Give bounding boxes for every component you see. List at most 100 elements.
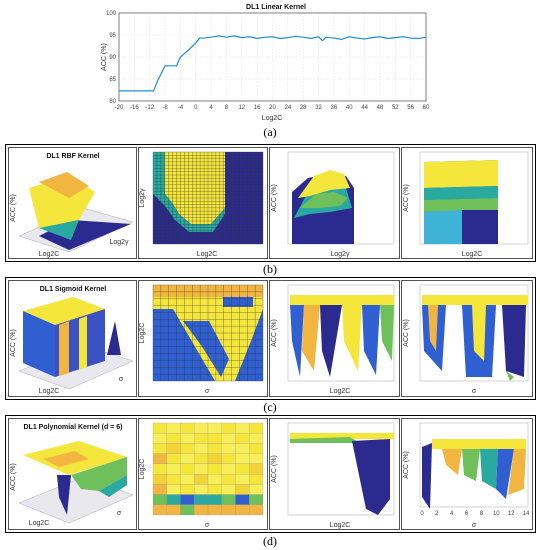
x-tick-label: 14	[523, 511, 530, 517]
heatmap-blue-left	[153, 309, 215, 381]
heatmap-cell	[221, 484, 236, 495]
x-axis-label: Log2C	[29, 520, 50, 527]
heatmap-cell	[221, 494, 236, 505]
heatmap-cell	[194, 463, 209, 475]
y-axis-label: Log2γ	[139, 188, 146, 208]
x-tick-label: 24	[285, 105, 292, 111]
y-tick-label: 80	[109, 99, 116, 105]
heatmap-cell	[221, 504, 236, 516]
heatmap-cell	[166, 484, 181, 495]
chart-title: DL1 Linear Kernel	[246, 4, 306, 11]
caption-a: (a)	[263, 125, 277, 139]
x-tick-label: 32	[315, 105, 322, 111]
x-tick-label: 12	[508, 511, 515, 517]
y-axis-label: ACC (%)	[271, 184, 278, 212]
side-orange-2	[508, 449, 526, 495]
x-tick-label: 52	[392, 105, 399, 111]
panel-title: DL1 RBF Kernel	[46, 153, 99, 160]
z-axis-label: ACC (%)	[10, 463, 17, 491]
x-tick-label: -8	[162, 105, 168, 111]
surface-spike	[107, 321, 121, 355]
heatmap-cell-grid	[152, 151, 264, 245]
heatmap-cell	[152, 422, 167, 434]
heatmap-cell	[221, 422, 236, 434]
linear-kernel-line-chart: DL1 Linear Kernel -20 -16 -12 -8 -4 0 4 8 12 16 20…	[101, 4, 430, 122]
side-surface-green	[424, 198, 498, 212]
x-tick-label: 4	[450, 511, 454, 517]
heatmap-cell	[235, 422, 250, 434]
caption-c: (c)	[263, 400, 277, 414]
heatmap-cell	[152, 494, 167, 505]
x-tick-label: 8	[480, 511, 484, 517]
heatmap-cell	[235, 463, 250, 475]
side-surface-yellow	[424, 160, 498, 188]
surface-mid-region	[39, 220, 79, 240]
caption-d: (d)	[263, 534, 277, 548]
heatmap-cell	[221, 443, 236, 454]
x-tick-label: 0	[194, 105, 198, 111]
y-axis-label: ACC (%)	[403, 184, 410, 212]
y-axis-label: σ	[119, 376, 124, 383]
heatmap-cell	[166, 453, 181, 464]
x-tick-label: 4	[209, 105, 213, 111]
heatmap-cell	[221, 463, 236, 475]
surface-stripe-2	[79, 316, 87, 370]
side-green-tip	[506, 371, 514, 381]
panel-title: DL1 Sigmoid Kernel	[40, 286, 107, 293]
side-blue-1	[496, 449, 514, 499]
x-tick-labels: -20 -16 -12 -8 -4 0 4 8 12 16 20 24 28 32 36 40 44 48 52 56…	[115, 105, 430, 111]
heatmap-cell	[249, 504, 264, 516]
x-axis-label: Log2C	[197, 251, 218, 258]
sigmoid-surface-panel: DL1 Sigmoid Kernel ACC (%) Log2C σ	[8, 280, 137, 397]
polynomial-side-view-sigma-panel: 0 2 4 6 8 10 12 14 ACC (%) σ	[401, 418, 533, 530]
heatmap-cell	[194, 433, 209, 444]
heatmap-cell	[249, 494, 264, 505]
x-tick-label: 44	[361, 105, 368, 111]
x-axis-label: Log2C	[330, 522, 351, 529]
x-tick-label: 6	[465, 511, 469, 517]
side-blue-mid	[320, 305, 342, 377]
heatmap-cell	[249, 433, 264, 444]
x-axis-label: σ	[205, 522, 210, 529]
heatmap-cell	[166, 474, 181, 485]
y-tick-label: 95	[109, 33, 116, 39]
side-orange-1	[442, 449, 462, 475]
surface-teal-slope	[99, 475, 127, 497]
heatmap-cell	[194, 474, 209, 485]
heatmap-cell	[207, 494, 222, 505]
side-yellow-top	[422, 295, 528, 305]
heatmap-cell	[194, 494, 209, 505]
x-axis-label: Log2C	[39, 251, 60, 258]
heatmap-cell	[207, 433, 222, 444]
heatmap-cell	[207, 453, 222, 464]
side-blue-left	[290, 305, 304, 377]
heatmap-cells	[152, 422, 264, 516]
side-yellow-left	[302, 305, 320, 371]
gridlines	[118, 12, 427, 102]
heatmap-cell	[249, 484, 264, 495]
y-axis-label: σ	[117, 510, 122, 517]
x-tick-label: 40	[346, 105, 353, 111]
heatmap-cell	[207, 443, 222, 454]
heatmap-cell	[235, 453, 250, 464]
heatmap-cell	[249, 463, 264, 475]
heatmap-cell	[180, 422, 195, 434]
polynomial-heatmap-panel: Log2C σ	[138, 418, 268, 530]
heatmap-cell-grid	[152, 284, 264, 382]
side-green-right	[380, 305, 394, 361]
side-yellow-band	[290, 433, 394, 439]
heatmap-cell	[194, 422, 209, 434]
surface-peak-top	[39, 172, 89, 198]
heatmap-cell	[235, 433, 250, 444]
heatmap-cell	[207, 504, 222, 516]
heatmap-cell	[194, 453, 209, 464]
surface-stripe-1	[59, 321, 69, 376]
x-tick-label: 36	[331, 105, 338, 111]
x-tick-label: -20	[115, 105, 124, 111]
y-axis-label: ACC (%)	[403, 319, 410, 347]
side-surface-green	[300, 192, 348, 208]
x-axis-label: Log2C	[262, 115, 283, 122]
heatmap-cell	[166, 494, 181, 505]
z-axis-label: ACC (%)	[10, 329, 17, 357]
heatmap-cell	[166, 463, 181, 475]
